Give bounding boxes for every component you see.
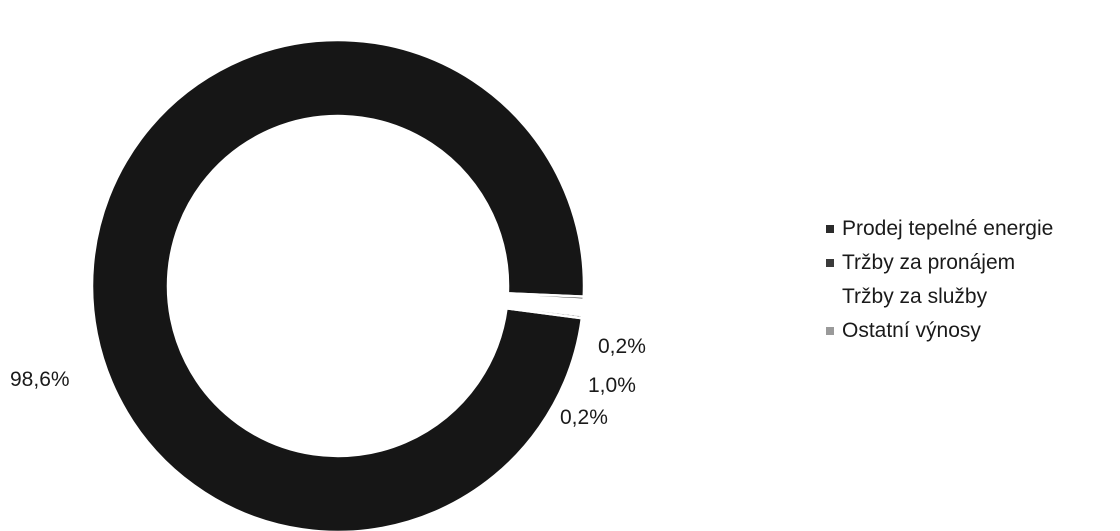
legend-label: Prodej tepelné energie	[842, 217, 1054, 240]
data-label: 1,0%	[588, 374, 636, 397]
data-label: 98,6%	[10, 368, 70, 391]
legend-swatch	[826, 293, 834, 301]
data-labels: 98,6% 0,2% 1,0% 0,2%	[10, 335, 646, 429]
legend-label: Ostatní výnosy	[842, 319, 981, 342]
legend-swatch	[826, 225, 834, 233]
legend-item-trzby-za-pronajem: Tržby za pronájem	[826, 246, 1053, 280]
slice-trzby-za-sluzby	[506, 295, 584, 316]
legend-item-trzby-za-sluzby: Tržby za služby	[826, 280, 1053, 314]
data-label: 0,2%	[598, 335, 646, 358]
legend-item-ostatni-vynosy: Ostatní výnosy	[826, 314, 1053, 348]
legend-label: Tržby za pronájem	[842, 251, 1016, 274]
legend: Prodej tepelné energie Tržby za pronájem…	[826, 212, 1053, 348]
slice-prodej-tepelne-energie	[90, 38, 586, 531]
legend-swatch	[826, 259, 834, 267]
data-label: 0,2%	[560, 406, 608, 429]
slice-ostatni-vynosy	[505, 304, 584, 320]
legend-swatch	[826, 327, 834, 335]
legend-item-prodej-tepelne-energie: Prodej tepelné energie	[826, 212, 1053, 246]
legend-label: Tržby za služby	[842, 285, 988, 308]
donut-slices	[90, 38, 586, 531]
